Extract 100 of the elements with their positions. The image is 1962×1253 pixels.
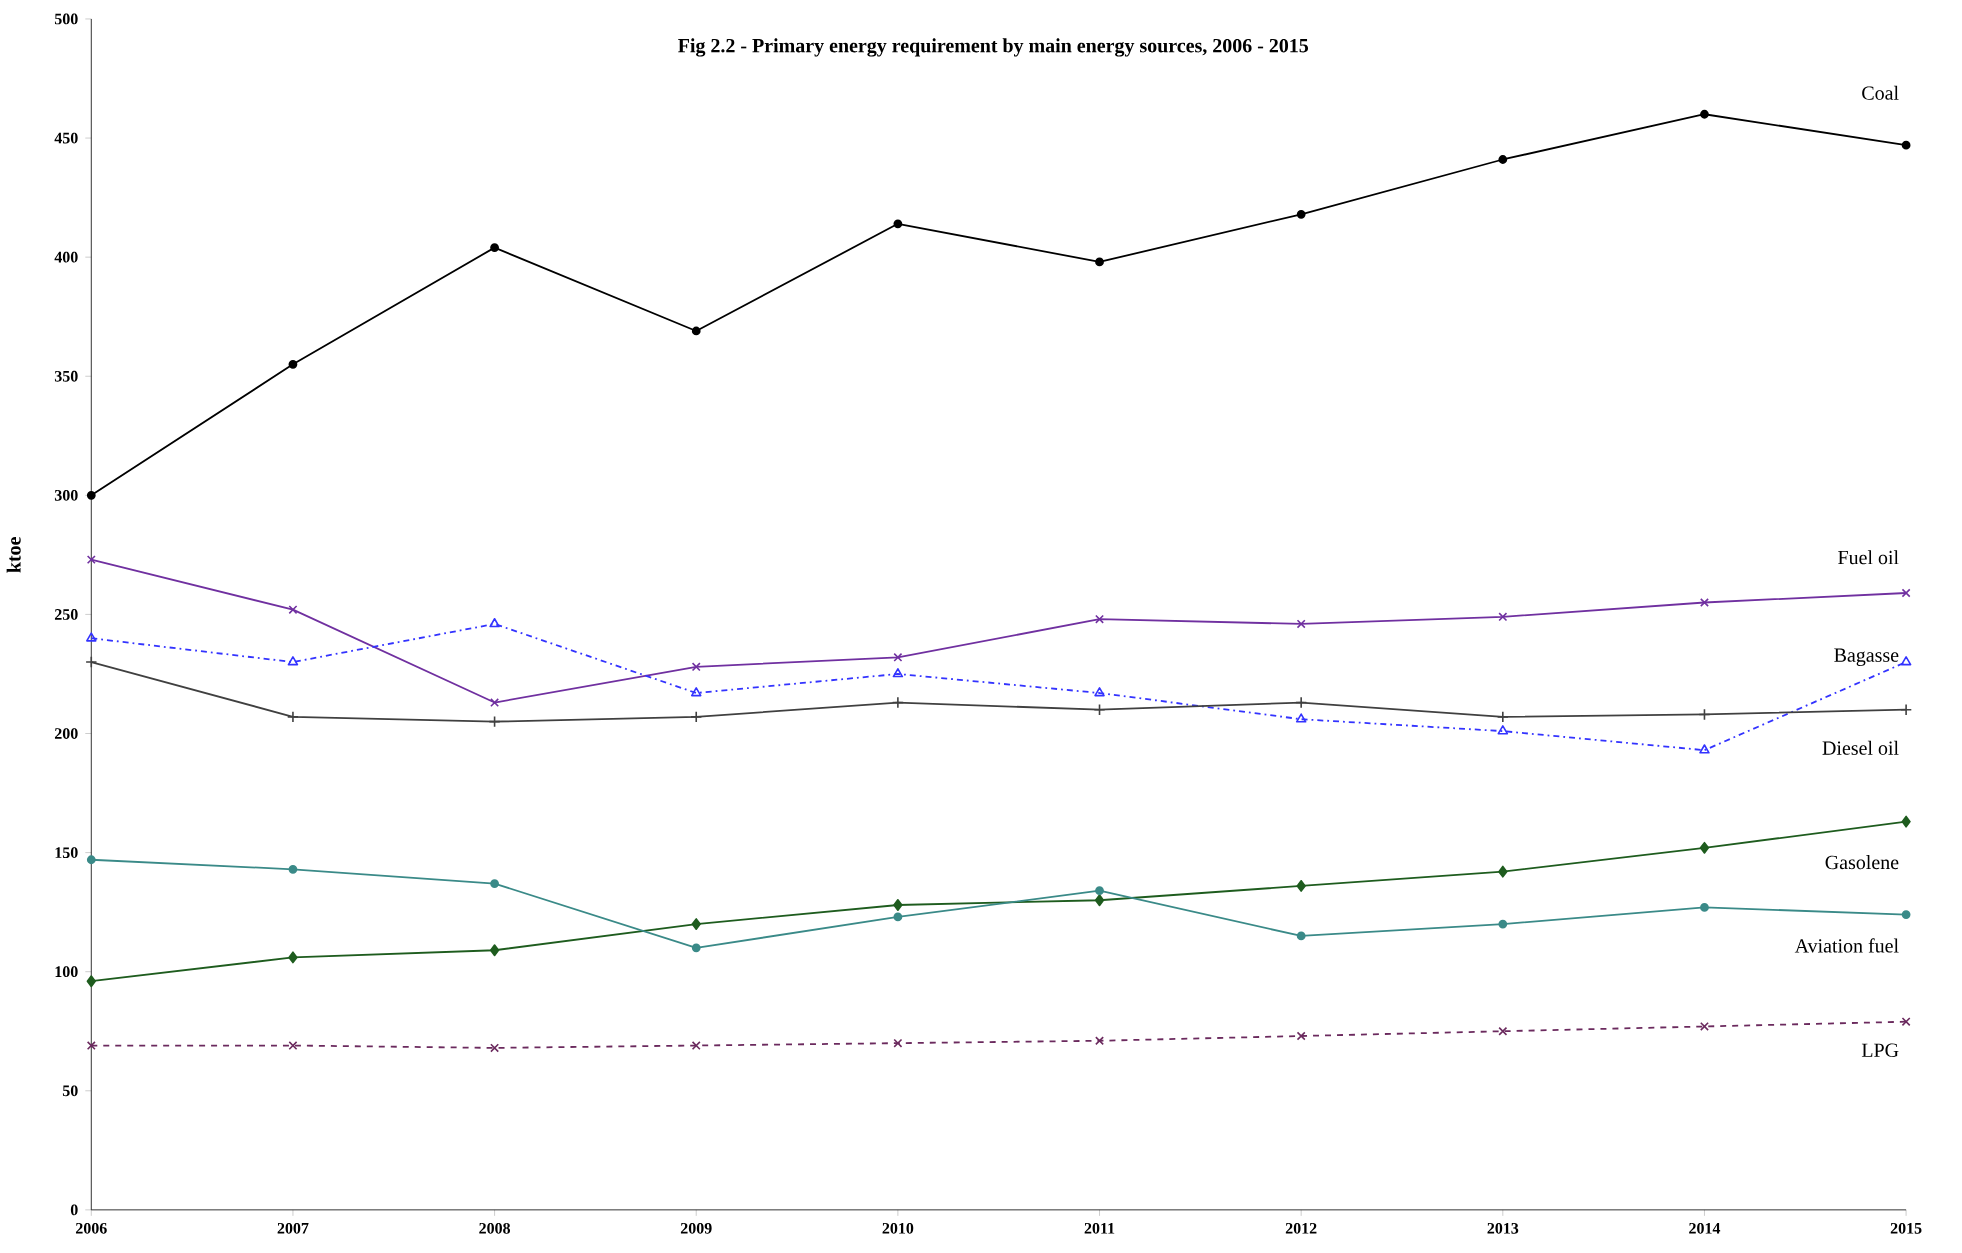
point xyxy=(1498,155,1508,164)
point xyxy=(691,1041,701,1051)
x-tick-label: 2006 xyxy=(75,1223,107,1234)
y-tick-label: 500 xyxy=(54,13,78,25)
point xyxy=(1496,710,1509,723)
series-label: Coal xyxy=(1862,85,1899,100)
point xyxy=(86,555,96,565)
point xyxy=(1498,612,1508,622)
point xyxy=(1295,713,1307,723)
point xyxy=(892,668,904,678)
point xyxy=(691,326,701,336)
y-tick-label: 50 xyxy=(62,1085,78,1097)
y-axis-title: ktoe xyxy=(6,537,21,573)
point xyxy=(893,1038,903,1048)
point xyxy=(86,632,97,642)
point xyxy=(86,975,96,988)
point xyxy=(1094,894,1105,907)
point xyxy=(288,605,298,615)
point xyxy=(1900,656,1912,666)
x-tick-label: 2009 xyxy=(680,1223,712,1234)
point xyxy=(288,951,298,964)
y-tick-label: 200 xyxy=(54,728,78,739)
point xyxy=(1498,919,1508,929)
point xyxy=(1296,619,1306,629)
x-tick-label: 2012 xyxy=(1285,1223,1317,1234)
point xyxy=(690,687,702,697)
series-label: Aviation fuel xyxy=(1794,938,1899,953)
point xyxy=(86,491,96,500)
point xyxy=(1700,1022,1709,1032)
text: Fig 2.2 - Primary energy requirement by main energy sources, 2006 - 2015 xyxy=(678,38,1309,57)
y-tick-label: 400 xyxy=(54,251,78,263)
point xyxy=(490,698,500,708)
point xyxy=(1296,931,1306,941)
point xyxy=(893,899,903,912)
point xyxy=(1901,588,1911,598)
x-tick-label: 2007 xyxy=(277,1223,309,1234)
y-tick-label: 0 xyxy=(70,1204,78,1216)
point xyxy=(1296,209,1306,219)
point xyxy=(1095,614,1104,624)
series-label: Bagasse xyxy=(1834,648,1899,667)
x-tick-label: 2013 xyxy=(1487,1223,1519,1234)
y-tick-label: 100 xyxy=(55,966,78,978)
point xyxy=(86,1041,96,1051)
point xyxy=(287,656,299,666)
point xyxy=(1497,725,1509,735)
point xyxy=(691,918,701,931)
point xyxy=(1295,696,1308,709)
point xyxy=(490,243,499,253)
point xyxy=(489,618,500,628)
point xyxy=(1700,903,1709,912)
x-tick-label: 2015 xyxy=(1890,1223,1922,1234)
series-label: Gasolene xyxy=(1825,855,1899,870)
point xyxy=(1093,703,1106,716)
point xyxy=(1094,687,1105,697)
x-tick-label: 2014 xyxy=(1689,1223,1721,1234)
point xyxy=(1901,1017,1911,1027)
point xyxy=(1901,910,1911,920)
point xyxy=(1699,744,1710,754)
point xyxy=(288,864,298,874)
point xyxy=(690,710,703,723)
point xyxy=(488,715,501,728)
point xyxy=(1095,257,1104,267)
point xyxy=(893,912,903,922)
point xyxy=(86,855,96,865)
y-tick-label: 450 xyxy=(54,132,78,144)
point xyxy=(1296,1031,1306,1041)
point xyxy=(1900,703,1913,716)
point xyxy=(1901,140,1911,150)
point xyxy=(85,656,98,669)
point xyxy=(1699,841,1710,854)
point xyxy=(1498,1026,1508,1036)
point xyxy=(288,360,298,369)
point xyxy=(1296,880,1306,893)
point xyxy=(1700,109,1709,119)
point xyxy=(1095,886,1104,896)
point xyxy=(1901,815,1911,828)
point xyxy=(1095,1036,1104,1046)
point xyxy=(691,662,701,672)
series-label: Fuel oil xyxy=(1838,550,1899,565)
y-tick-label: 150 xyxy=(55,847,78,859)
x-tick-label: 2010 xyxy=(882,1223,914,1234)
series-label: LPG xyxy=(1861,1043,1899,1058)
point xyxy=(489,944,500,957)
point xyxy=(1698,708,1711,721)
point xyxy=(1498,865,1508,878)
y-tick-label: 250 xyxy=(54,609,78,620)
x-tick-label: 2011 xyxy=(1084,1223,1115,1234)
point xyxy=(891,696,904,709)
x-tick-label: 2008 xyxy=(479,1223,511,1234)
point xyxy=(490,879,499,889)
point xyxy=(691,943,701,953)
y-tick-label: 300 xyxy=(54,490,78,501)
point xyxy=(893,219,903,229)
series-label: Diesel oil xyxy=(1822,740,1899,755)
point xyxy=(286,710,299,723)
point xyxy=(490,1043,500,1053)
y-tick-label: 350 xyxy=(54,370,78,382)
point xyxy=(1700,598,1709,608)
point xyxy=(288,1041,298,1051)
point xyxy=(893,652,903,662)
